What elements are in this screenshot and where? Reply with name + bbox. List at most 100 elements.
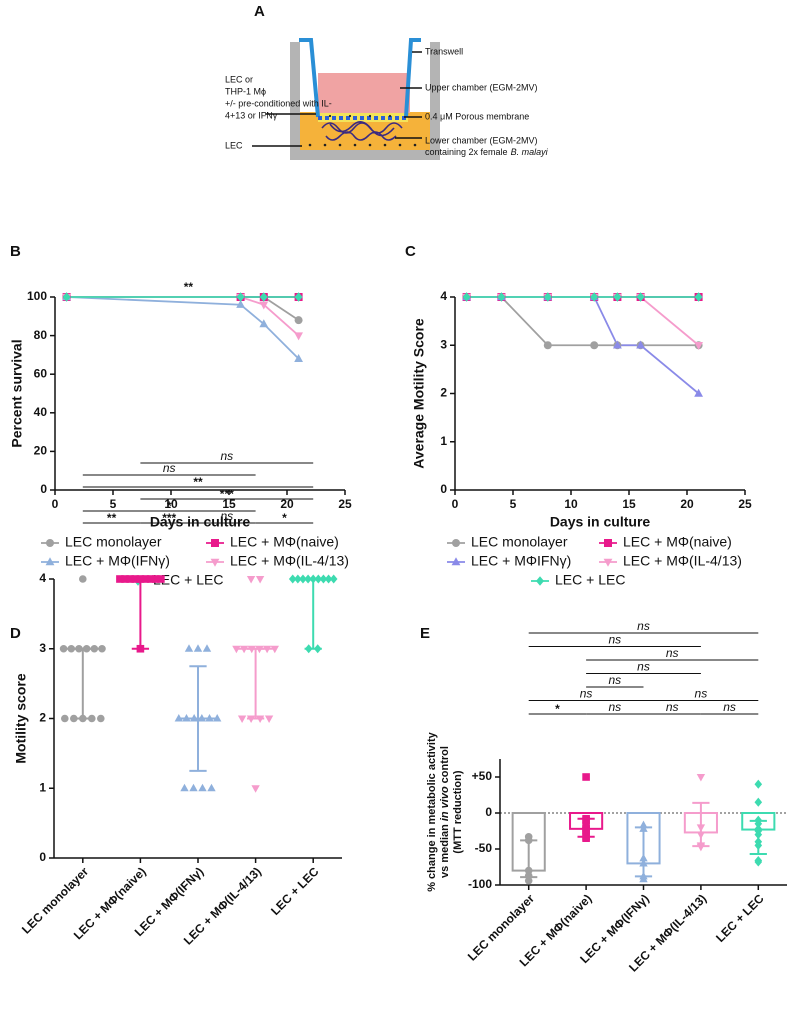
x-tick-label: 20	[680, 497, 694, 511]
y-axis-title: vs median in vivo control	[439, 746, 451, 878]
y-axis-title-part: control	[439, 746, 451, 783]
marker	[329, 574, 338, 584]
marker	[251, 785, 260, 793]
y-tick-label: 4	[440, 289, 447, 303]
x-tick-label: 0	[452, 497, 459, 511]
insert-wall	[299, 38, 320, 118]
worms	[321, 121, 403, 141]
well-wall	[430, 42, 440, 160]
legend-label: LEC + MΦ(IFNγ)	[65, 553, 170, 569]
comparison-label: ns	[580, 687, 593, 701]
marker	[294, 316, 303, 325]
marker	[754, 857, 763, 867]
legend-label: LEC + LEC	[153, 572, 223, 588]
marker	[255, 575, 265, 584]
marker	[97, 714, 105, 723]
y-tick-label: 1	[440, 434, 447, 448]
marker	[213, 713, 222, 722]
comparison-label: ns	[723, 700, 736, 714]
annotation: **	[184, 280, 194, 294]
x-tick-label: 5	[110, 497, 117, 511]
marker	[259, 292, 268, 302]
diagram-label: LEC	[225, 140, 243, 150]
x-tick-label: 15	[222, 497, 236, 511]
y-axis-title: Motility score	[13, 673, 29, 763]
comparison-label: ***	[162, 511, 176, 525]
marker	[696, 773, 706, 782]
x-tick-label: 25	[738, 497, 752, 511]
legend-label: LEC monolayer	[65, 534, 162, 550]
series-line	[466, 296, 700, 346]
y-tick-label: 3	[440, 337, 447, 351]
comparison-label: **	[193, 475, 203, 489]
marker	[294, 353, 303, 362]
y-axis-title: % change in metabolic activity	[426, 731, 438, 891]
marker	[639, 874, 648, 883]
marker	[184, 644, 194, 652]
marker	[582, 773, 590, 781]
y-axis-title-part: vs median	[439, 824, 451, 878]
marker	[259, 301, 269, 310]
diagram-label: +/- pre-conditioned with IL-	[225, 98, 332, 108]
marker	[61, 714, 69, 723]
comparison-label: ns	[608, 700, 621, 714]
marker	[211, 539, 219, 547]
y-axis-title: Percent survival	[9, 339, 25, 447]
x-tick-label: 20	[280, 497, 294, 511]
comparison-label: ns	[163, 461, 176, 475]
marker	[694, 292, 703, 302]
legend-label: LEC monolayer	[471, 534, 568, 550]
legend-label: LEC + MΦ(IL-4/13)	[230, 553, 349, 569]
legend-label: LEC + MΦ(naive)	[230, 534, 339, 550]
x-tick-label: LEC + LEC	[268, 864, 322, 918]
marker	[613, 292, 622, 302]
panel-label: D	[10, 625, 21, 642]
x-axis-title: Days in culture	[550, 514, 651, 530]
marker	[46, 539, 54, 547]
y-tick-label: 0	[440, 482, 447, 496]
y-tick-label: 0	[485, 805, 492, 819]
marker	[543, 341, 552, 350]
marker	[294, 292, 303, 302]
diagram-label: B. malayi	[511, 147, 549, 157]
marker	[524, 876, 533, 885]
marker	[237, 715, 247, 724]
x-tick-label: 10	[564, 497, 578, 511]
x-tick-label: 0	[52, 497, 59, 511]
y-tick-label: 20	[34, 444, 48, 458]
x-tick-label: 5	[510, 497, 517, 511]
marker	[694, 342, 703, 351]
marker	[536, 576, 544, 586]
marker	[202, 644, 212, 652]
legend-label: LEC + MΦ(IL-4/13)	[623, 553, 742, 569]
comparison-label: ns	[695, 687, 708, 701]
diagram-label: 4+13 or IFNγ	[225, 110, 278, 120]
diagram-label: containing 2x female	[425, 147, 508, 157]
marker	[174, 713, 183, 722]
comparison-label: ns	[608, 673, 621, 687]
x-tick-label: 25	[338, 497, 352, 511]
comparison-label: ns	[637, 619, 650, 633]
legend-label: LEC + MΦ(naive)	[623, 534, 732, 550]
lec-cells	[308, 114, 417, 147]
marker	[207, 783, 216, 792]
y-tick-label: 100	[27, 289, 47, 303]
comparison-label: *	[167, 499, 172, 513]
marker	[157, 575, 165, 583]
marker	[59, 644, 68, 653]
comparison-label: ns	[608, 633, 621, 647]
series-line	[466, 296, 699, 347]
panel-label: B	[10, 243, 21, 260]
panel-label: A	[254, 3, 265, 20]
comparison-label: ***	[220, 487, 234, 501]
marker	[582, 834, 590, 842]
y-axis-title: Average Motility Score	[411, 318, 427, 469]
marker	[45, 557, 55, 566]
comparison-label: ns	[220, 509, 233, 523]
marker	[116, 575, 124, 583]
marker	[180, 783, 189, 792]
comparison-label: ns	[637, 660, 650, 674]
marker	[613, 340, 622, 349]
y-tick-label: 0	[39, 850, 46, 864]
